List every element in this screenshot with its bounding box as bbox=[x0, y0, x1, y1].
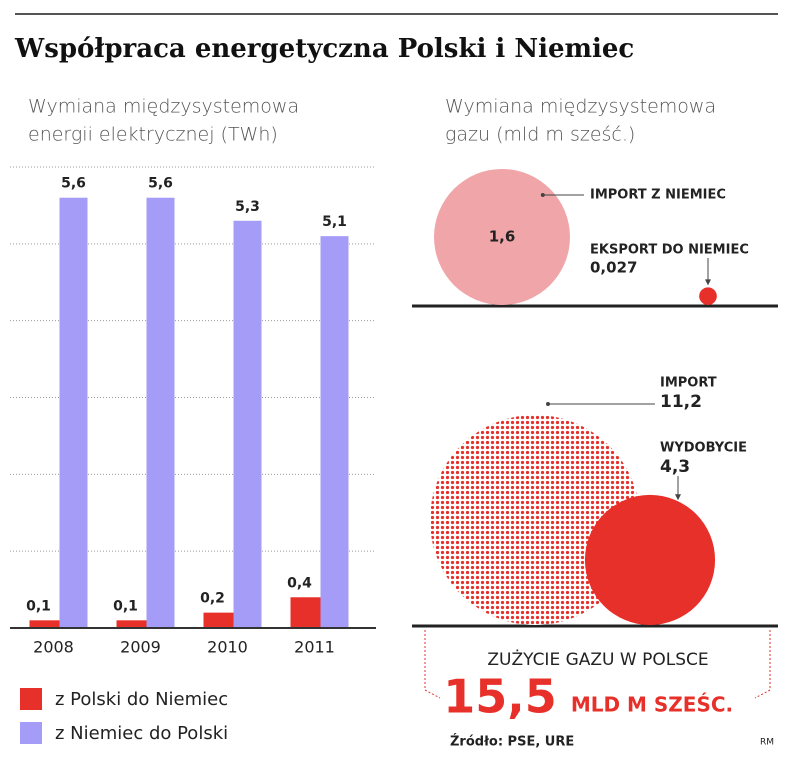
bubble bbox=[584, 494, 716, 625]
subtitle: energii elektrycznej (TWh) bbox=[28, 124, 278, 146]
bar bbox=[320, 236, 349, 628]
bracket bbox=[424, 630, 771, 699]
bar bbox=[29, 620, 60, 628]
arrow-head bbox=[705, 279, 711, 286]
value-label: 5,6 bbox=[61, 176, 86, 192]
value-label: 0,4 bbox=[287, 575, 312, 591]
value-label: 0,1 bbox=[26, 598, 51, 614]
x-tick-label: 2010 bbox=[207, 638, 248, 657]
bubble bbox=[699, 287, 717, 305]
total-label: ZUŻYCIE GAZU W POLSCE bbox=[487, 649, 708, 670]
subtitle: Wymiana międzysystemowa bbox=[445, 96, 716, 118]
value-label: 0,2 bbox=[200, 591, 225, 607]
subtitle: Wymiana międzysystemowa bbox=[28, 96, 299, 118]
subtitle: gazu (mld m sześć.) bbox=[445, 124, 635, 146]
bubble bbox=[434, 169, 570, 305]
bar bbox=[233, 220, 262, 629]
leader-dot bbox=[546, 402, 550, 406]
arrow-head bbox=[675, 494, 681, 501]
value-label: 0,027 bbox=[590, 259, 637, 277]
value-label: 11,2 bbox=[660, 392, 702, 412]
value-label: 4,3 bbox=[660, 457, 690, 477]
bar bbox=[290, 597, 321, 628]
source: Źródło: PSE, URE bbox=[450, 734, 574, 750]
bubble-label: IMPORT Z NIEMIEC bbox=[590, 188, 726, 203]
value-label: 5,3 bbox=[235, 199, 260, 215]
total-value: 15,5 bbox=[443, 670, 557, 724]
bubble-label: WYDOBYCIE bbox=[660, 441, 747, 456]
legend-swatch bbox=[20, 722, 42, 744]
bar bbox=[59, 197, 88, 628]
credit: RM bbox=[760, 738, 774, 748]
legend-label: z Polski do Niemiec bbox=[55, 689, 228, 710]
bar bbox=[203, 612, 234, 628]
legend-label: z Niemiec do Polski bbox=[55, 723, 228, 744]
value-label: 1,6 bbox=[489, 228, 516, 246]
bar bbox=[116, 620, 147, 628]
x-tick-label: 2011 bbox=[294, 638, 335, 657]
leader-dot bbox=[540, 193, 545, 197]
legend-swatch bbox=[20, 688, 42, 710]
value-label: 5,1 bbox=[322, 214, 347, 230]
bar bbox=[146, 197, 175, 628]
bubble-label: EKSPORT DO NIEMIEC bbox=[590, 243, 749, 258]
bubble-label: IMPORT bbox=[660, 376, 717, 391]
value-label: 0,1 bbox=[113, 598, 138, 614]
total-unit: MLD M SZEŚC. bbox=[571, 693, 733, 717]
x-tick-label: 2009 bbox=[120, 638, 161, 657]
x-tick-label: 2008 bbox=[33, 638, 74, 657]
page-title: Współpraca energetyczna Polski i Niemiec bbox=[14, 34, 634, 64]
value-label: 5,6 bbox=[148, 176, 173, 192]
